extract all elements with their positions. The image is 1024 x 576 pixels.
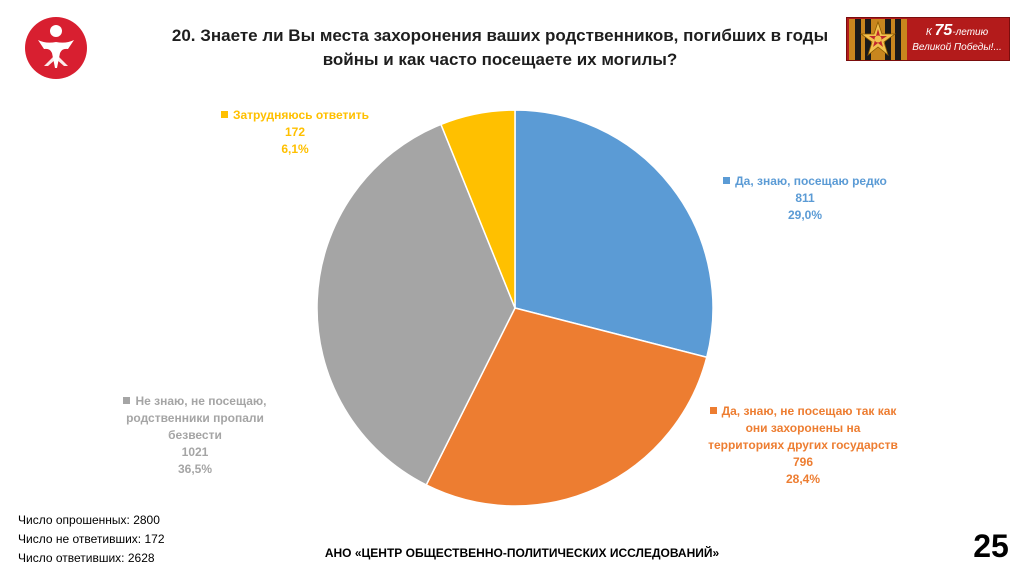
stat-no-answer: Число не ответивших: 172	[18, 532, 165, 546]
slice-2-percent: 36,5%	[177, 462, 213, 476]
footer-organization: АНО «ЦЕНТР ОБЩЕСТВЕННО-ПОЛИТИЧЕСКИХ ИССЛ…	[324, 546, 720, 560]
stat-answered: Число ответивших: 2628	[18, 551, 155, 565]
banner-prefix: К	[925, 27, 932, 38]
banner-text: К 75-летию Великой Победы!...	[907, 23, 1007, 55]
survey-stats: Число опрошенных: 2800 Число не ответивш…	[18, 511, 165, 568]
data-label-slice-0: Да, знаю, посещаю редко 811 29,0%	[700, 173, 910, 224]
banner-line2: Великой Победы!...	[912, 42, 1002, 53]
slice-3-percent: 6,1%	[281, 142, 309, 156]
slice-1-label: Да, знаю, не посещаю так как они захорон…	[708, 404, 898, 452]
pie-slice-1	[425, 307, 708, 507]
slice-3-label: Затрудняюсь ответить	[232, 108, 370, 122]
slice-2-label: Не знаю, не посещаю, родственники пропал…	[126, 394, 267, 442]
legend-swatch-3	[220, 111, 228, 118]
banner-suffix: -летию	[952, 27, 989, 38]
slice-2-count: 1021	[181, 445, 209, 459]
slice-0-percent: 29,0%	[787, 208, 823, 222]
banner-number: 75	[934, 22, 953, 39]
data-label-slice-1: Да, знаю, не посещаю так как они захорон…	[708, 403, 898, 488]
pie-slice-0	[514, 109, 714, 359]
page-number: 25	[973, 528, 1009, 564]
pie-slice-2	[316, 123, 516, 486]
legend-swatch-2	[123, 397, 131, 404]
slice-0-label: Да, знаю, посещаю редко	[735, 174, 887, 188]
slice-3-count: 172	[284, 125, 306, 139]
stat-total-respondents: Число опрошенных: 2800	[18, 513, 160, 527]
pie-slice-3	[439, 109, 516, 309]
legend-swatch-0	[723, 177, 731, 184]
organization-logo	[25, 17, 87, 79]
slice-0-count: 811	[795, 191, 815, 205]
slice-1-count: 796	[792, 455, 814, 469]
order-medal-icon	[849, 19, 907, 60]
slice-1-percent: 28,4%	[785, 472, 821, 486]
data-label-slice-3: Затрудняюсь ответить 172 6,1%	[210, 107, 380, 158]
victory-anniversary-banner: К 75-летию Великой Победы!...	[846, 17, 1010, 61]
data-label-slice-2: Не знаю, не посещаю, родственники пропал…	[100, 393, 290, 478]
legend-swatch-1	[709, 407, 717, 414]
chart-title: 20. Знаете ли Вы места захоронения ваших…	[171, 26, 829, 69]
